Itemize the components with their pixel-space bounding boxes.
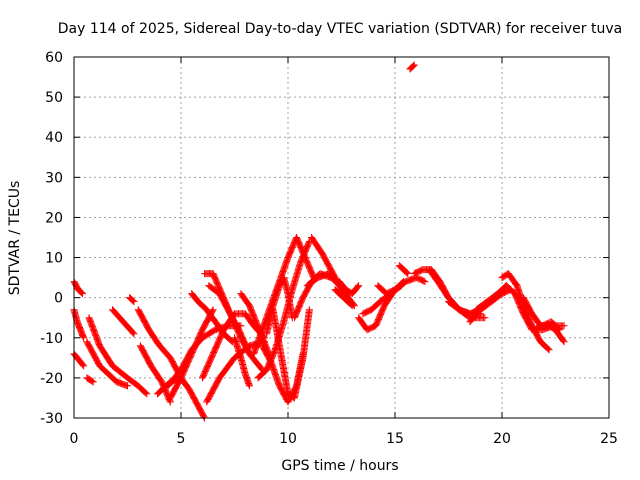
data-point [410, 61, 418, 69]
data-point [355, 282, 363, 290]
data-point [80, 334, 88, 342]
series-pass-20 [237, 290, 273, 358]
data-point [89, 378, 97, 386]
series-pass-06 [83, 374, 97, 386]
x-tick-label: 0 [70, 431, 79, 447]
y-tick-label: 50 [45, 90, 63, 106]
series-pass-44 [530, 318, 564, 334]
data-point [142, 389, 150, 397]
series-pass-34 [395, 262, 412, 278]
x-axis-ticks: 0 5 10 15 20 25 [70, 57, 618, 447]
data-point [77, 288, 85, 296]
data-point [403, 269, 411, 277]
x-tick-label: 25 [600, 431, 618, 447]
data-point [128, 296, 136, 304]
data-point [556, 326, 564, 334]
y-tick-label: 20 [45, 210, 63, 226]
series-pass-35 [406, 61, 418, 73]
data-point [305, 238, 313, 246]
data-point [88, 377, 96, 385]
y-tick-label: 60 [45, 50, 63, 66]
series-pass-01 [70, 278, 87, 298]
data-point [305, 239, 313, 247]
series-pass-22 [254, 238, 313, 382]
series-pass-04 [85, 314, 151, 398]
data-point [130, 330, 138, 338]
data-point [124, 382, 131, 390]
data-point [420, 277, 428, 285]
data-point [305, 306, 313, 314]
data-point [400, 278, 408, 286]
series-pass-24 [263, 274, 296, 338]
series-pass-09 [134, 306, 183, 378]
series-pass-13 [166, 306, 217, 402]
series-pass-33 [374, 278, 408, 298]
data-point [348, 302, 356, 310]
y-tick-label: 40 [45, 130, 63, 146]
data-point [560, 322, 568, 330]
series-pass-14 [188, 290, 236, 346]
data-point [80, 362, 88, 370]
data-point [209, 306, 217, 314]
series-pass-30 [335, 278, 363, 298]
series-pass-39 [466, 286, 515, 326]
data-series [70, 61, 568, 422]
series-pass-07 [109, 306, 138, 338]
series-pass-19 [231, 334, 253, 390]
series-pass-29 [331, 286, 356, 310]
data-point [79, 290, 87, 298]
series-pass-18 [201, 270, 266, 374]
data-point [404, 270, 412, 278]
data-point [129, 297, 137, 305]
series-pass-10 [136, 342, 174, 406]
series-pass-03 [70, 350, 88, 370]
data-point [545, 346, 553, 354]
data-point [347, 301, 355, 309]
data-point [544, 345, 552, 353]
data-point [409, 62, 417, 70]
y-axis-ticks: -30 -20 -10 0 10 20 30 40 50 60 [40, 50, 609, 427]
data-point [399, 279, 407, 287]
data-point [129, 329, 137, 337]
y-tick-label: 30 [45, 170, 63, 186]
y-tick-label: -30 [40, 411, 63, 427]
series-pass-31 [355, 274, 429, 334]
data-point [481, 314, 489, 322]
plot-frame [73, 56, 610, 419]
x-tick-label: 15 [386, 431, 404, 447]
data-point [560, 338, 568, 346]
data-point [409, 63, 417, 71]
series-pass-08 [126, 294, 138, 306]
y-axis-label: SDTVAR / TECUs [7, 181, 23, 296]
chart-title: Day 114 of 2025, Sidereal Day-to-day VTE… [58, 21, 622, 37]
series-pass-05 [83, 338, 131, 390]
x-tick-label: 20 [493, 431, 511, 447]
data-point [78, 289, 86, 297]
series-pass-02 [70, 306, 88, 342]
data-point [421, 278, 429, 286]
data-point [200, 413, 208, 421]
y-tick-label: 0 [54, 291, 63, 307]
y-tick-label: -10 [40, 331, 63, 347]
x-axis-label: GPS time / hours [281, 458, 398, 474]
y-tick-label: 10 [45, 251, 63, 267]
data-point [130, 298, 138, 306]
data-point [402, 268, 410, 276]
x-tick-label: 10 [279, 431, 297, 447]
data-point [555, 325, 563, 333]
data-point [245, 382, 253, 390]
series-pass-25 [269, 306, 313, 402]
data-point [559, 337, 567, 345]
data-point [143, 390, 151, 398]
grid [74, 57, 609, 418]
data-point [79, 361, 87, 369]
data-point [354, 283, 362, 291]
y-tick-label: -20 [40, 371, 63, 387]
x-tick-label: 5 [177, 431, 186, 447]
